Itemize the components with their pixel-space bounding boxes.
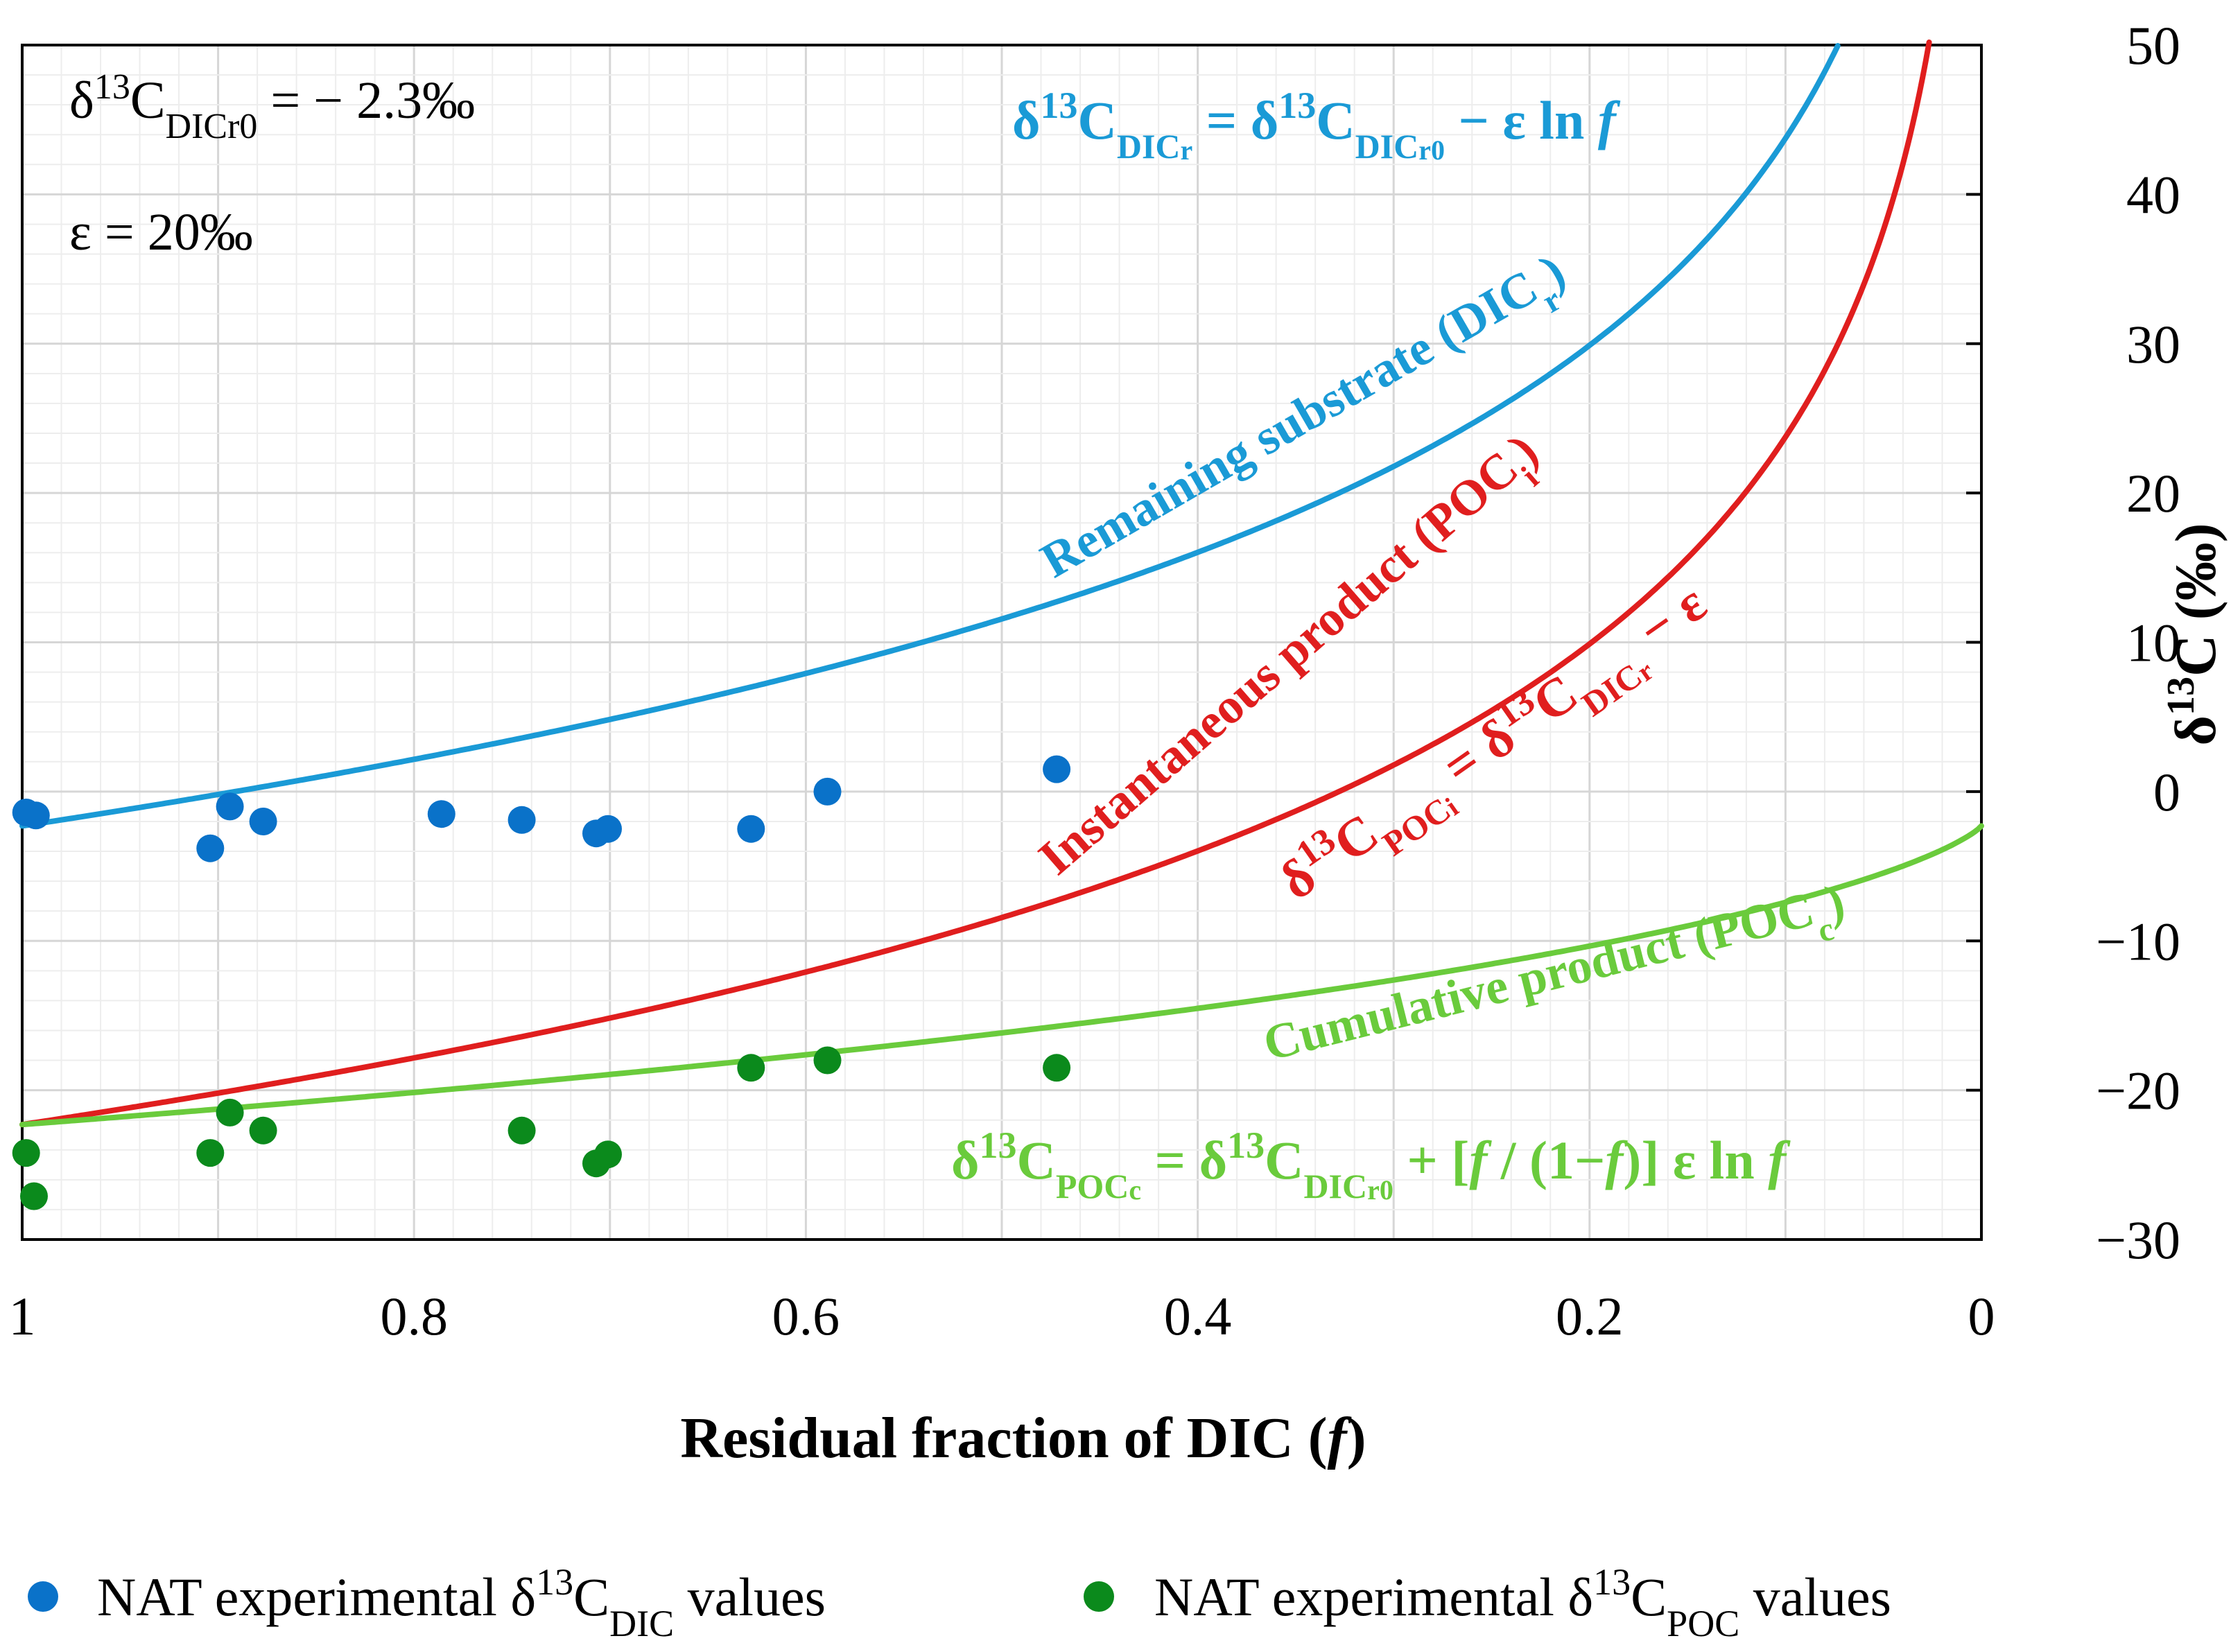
point-poc (20, 1182, 48, 1210)
annotation-epsilon: ε = 20‰ (69, 203, 253, 261)
annotation-r0: δ13CDICr0 = − 2.3‰ (69, 67, 475, 146)
point-dic (21, 801, 50, 830)
point-dic (216, 792, 244, 821)
grid (21, 44, 1983, 1241)
equation-dic: δ13CDICr = δ13CDICr0 − ε ln f (1012, 85, 1621, 166)
point-dic (427, 800, 455, 828)
point-poc (1043, 1054, 1071, 1082)
label-cumulative-product: Cumulative product (POCc) (1258, 873, 1854, 1086)
x-tick-label: 0.4 (1164, 1286, 1232, 1346)
point-dic (813, 777, 842, 806)
label-instantaneous-product: Instantaneous product (POCi) (1028, 423, 1558, 896)
y-tick-label: −20 (2096, 1061, 2180, 1121)
x-tick-label: 0.8 (380, 1286, 448, 1346)
point-dic (249, 808, 277, 835)
point-dic (196, 834, 225, 862)
point-poc (813, 1046, 842, 1075)
x-axis-title: Residual fraction of DIC (f) (680, 1406, 1366, 1470)
x-tick-label: 1 (9, 1286, 36, 1346)
y-tick-label: 50 (2126, 15, 2180, 76)
curves (19, 40, 1984, 1128)
point-poc (737, 1054, 765, 1082)
y-tick-label: 10 (2126, 613, 2180, 673)
equation-pocc: δ13CPOCc = δ13CDICr0 + [f / (1−f)] ε ln … (951, 1124, 1791, 1206)
axis-ticks: −30 −20 −10 0 10 20 30 40 50 1 0.8 0.6 0.4 0.2 0 (9, 15, 2181, 1346)
point-poc (216, 1098, 244, 1127)
legend-label-dic: NAT experimental δ13CDIC values (97, 1561, 826, 1644)
curve-remaining-substrate (19, 43, 1841, 829)
y-tick-label: 40 (2126, 164, 2180, 225)
x-tick-label: 0.2 (1556, 1286, 1624, 1346)
point-poc (196, 1139, 225, 1167)
y-tick-label: 20 (2126, 463, 2180, 523)
x-tick-label: 0.6 (772, 1286, 840, 1346)
point-dic (507, 806, 536, 834)
point-dic (594, 815, 622, 843)
curve-instantaneous-product (19, 40, 1932, 1128)
legend-marker-dic (28, 1581, 58, 1612)
point-dic (737, 815, 765, 843)
legend: NAT experimental δ13CDIC values NAT expe… (28, 1561, 1891, 1644)
y-tick-label: −10 (2096, 911, 2180, 971)
point-dic (1043, 755, 1071, 783)
point-poc (594, 1140, 622, 1169)
legend-marker-poc (1084, 1581, 1114, 1612)
label-remaining-substrate: Remaining substrate (DICr) (1032, 243, 1581, 602)
y-tick-label: 0 (2153, 762, 2180, 822)
x-tick-label: 0 (1968, 1286, 1995, 1346)
point-poc (249, 1116, 277, 1145)
point-poc (12, 1139, 40, 1167)
y-axis-title: δ13C (‰) (2160, 523, 2228, 745)
curve-cumulative-product (19, 823, 1984, 1128)
y-tick-label: 30 (2126, 314, 2180, 374)
data-points (12, 755, 1071, 1210)
y-tick-label: −30 (2096, 1210, 2180, 1270)
legend-label-poc: NAT experimental δ13CPOC values (1154, 1561, 1891, 1644)
point-poc (507, 1116, 536, 1145)
